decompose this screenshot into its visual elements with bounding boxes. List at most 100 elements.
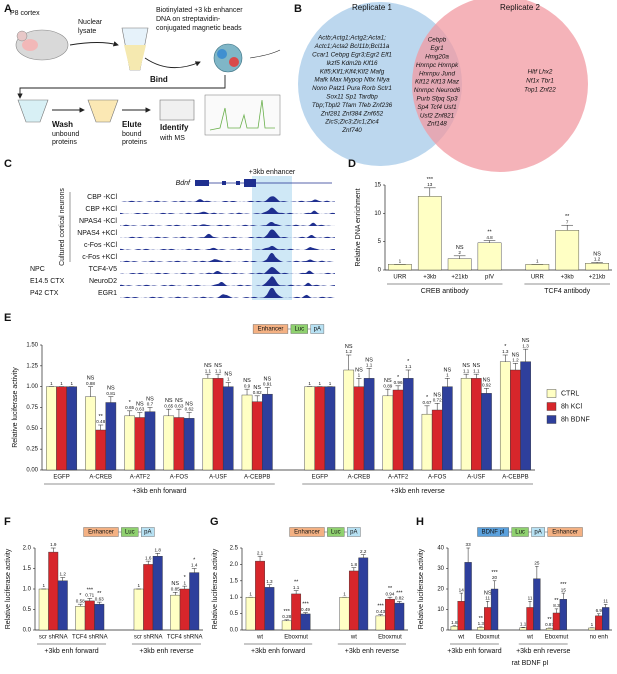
value-label: 0.82 (395, 596, 404, 601)
value-label: 1.1 (293, 585, 300, 590)
construct-box (547, 527, 583, 537)
group-label: +3kb enh forward (447, 648, 501, 655)
legend-label: CTRL (561, 390, 579, 397)
significance: NS (345, 344, 353, 350)
bar (394, 602, 405, 631)
error-bar (257, 555, 263, 562)
value-label: 4.8 (486, 235, 493, 240)
value-label: 1 (60, 381, 63, 386)
gene-list: Actb;Actg1;Actg2;Acta1; (317, 35, 386, 42)
error-bar (463, 373, 469, 379)
error-bar (424, 405, 430, 415)
gene-list: Klf5;Klf1;Klf4;Klf2 Mafg (320, 68, 385, 75)
error-bar (191, 568, 197, 573)
label: bound (122, 131, 142, 138)
gene-list: Tbp;Tbpl2 Tfam Tfeb Znf236 (312, 102, 393, 109)
construct-label: Luc (294, 327, 304, 333)
significance: NS (456, 245, 464, 251)
x-tick-label: URR (531, 275, 545, 281)
error-bar (396, 601, 402, 604)
bar (457, 601, 465, 631)
significance: ** (479, 616, 484, 622)
value-label: 1 (536, 259, 539, 264)
error-bar (502, 354, 508, 362)
gene-list: Ccar1 Cebpg Egr3;Egr2 Elf1 (312, 51, 392, 58)
track (120, 288, 335, 298)
value-label: 0.7 (147, 402, 154, 407)
bar (585, 263, 609, 271)
significance: * (184, 575, 187, 581)
bar (353, 386, 365, 471)
arrow (144, 57, 201, 68)
label: DNA on streptavidin- (156, 16, 221, 23)
bar (222, 386, 234, 471)
y-tick-label: 30 (437, 566, 444, 572)
protein (217, 49, 227, 59)
panel-a: A P8 cortex Nuclear lysate Biotinylated … (4, 3, 281, 146)
y-axis-label: Relative luciferase activity (212, 548, 219, 629)
x-tick-label: no enh (590, 635, 608, 641)
value-label: 1.8 (451, 620, 458, 625)
significance: ** (294, 580, 299, 586)
construct-label: Luc (125, 530, 135, 536)
significance: NS (472, 363, 480, 369)
error-bar (434, 403, 440, 410)
group-label: +3kb enh forward (132, 488, 186, 495)
x-tick-label: A-ATF2 (130, 475, 151, 481)
error-bar (284, 619, 290, 621)
error-bar (166, 408, 172, 416)
value-label: 1.2 (594, 257, 601, 262)
value-label: 0.71 (85, 593, 94, 598)
bar (255, 560, 265, 631)
bar (163, 415, 175, 471)
track (120, 276, 335, 286)
bar (392, 389, 404, 471)
value-label: 14 (459, 587, 465, 592)
bar (348, 570, 359, 631)
error-bar (459, 592, 463, 602)
bar (281, 620, 292, 631)
bar (94, 603, 105, 631)
value-label: 0.49 (301, 607, 310, 612)
bar (602, 607, 610, 631)
significance: NS (522, 338, 530, 344)
significance: *** (396, 590, 403, 596)
error-bar (561, 224, 574, 231)
error-bar (98, 424, 104, 430)
x-tick-label: EGFP (312, 475, 328, 481)
significance: NS (165, 398, 173, 404)
track (120, 229, 335, 238)
gene-list: Usf2 Znf821 (420, 112, 454, 119)
gene-list: Nf1x Tbr1 (526, 78, 554, 85)
error-bar (535, 566, 539, 579)
significance: NS (136, 401, 144, 407)
value-label: 1 (50, 381, 53, 386)
value-label: 0.65 (125, 405, 134, 410)
x-tick-label: Eboxmut (476, 635, 500, 641)
error-bar (96, 601, 102, 605)
exon (236, 181, 240, 185)
error-bar (387, 596, 393, 600)
x-tick-label: pIV (485, 275, 494, 281)
gene-list: Top1 Znf22 (524, 87, 556, 94)
bar (173, 417, 185, 471)
bar (85, 396, 96, 471)
track (120, 207, 335, 214)
y-axis-label: Relative DNA enrichment (355, 188, 362, 266)
error-bar (225, 382, 231, 387)
value-label: 1.1 (366, 363, 373, 368)
value-label: 0.67 (423, 400, 432, 405)
value-label: 8.3 (553, 603, 560, 608)
bar (304, 386, 315, 471)
ms-instrument (159, 99, 195, 121)
value-label: 0.82 (253, 390, 262, 395)
value-label: 1.6 (145, 555, 152, 560)
error-bar (182, 585, 188, 589)
panel-b: B Replicate 1 Replicate 2 (294, 0, 588, 172)
value-label: 13 (427, 182, 433, 187)
legend-swatch (546, 389, 557, 398)
y-tick-label: 1.25 (26, 363, 38, 369)
significance: NS (462, 363, 470, 369)
value-label: 1 (249, 591, 252, 596)
y-tick-label: 5 (378, 239, 382, 245)
